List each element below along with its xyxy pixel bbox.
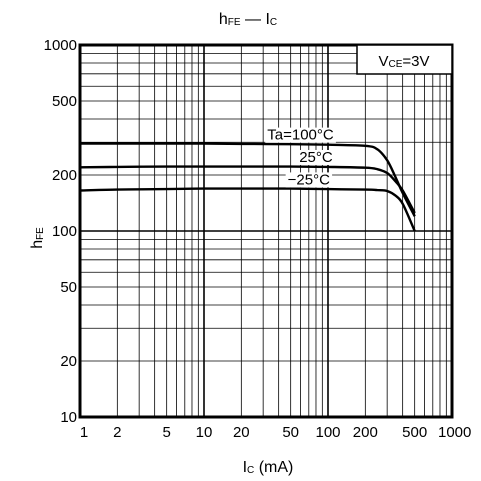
series-label: 25°C bbox=[299, 149, 333, 166]
y-tick-label: 1000 bbox=[44, 37, 77, 54]
x-tick-label: 100 bbox=[315, 424, 340, 441]
series-line bbox=[80, 142, 416, 217]
chart-title: hFE — IC bbox=[219, 11, 277, 28]
series-label: −25°C bbox=[288, 171, 330, 188]
condition-box: VCE=3V bbox=[356, 44, 453, 75]
grid bbox=[80, 45, 452, 417]
y-tick-label: 100 bbox=[52, 223, 77, 240]
x-tick-label: 5 bbox=[163, 424, 171, 441]
series-line bbox=[79, 165, 416, 214]
x-tick-label: 200 bbox=[353, 424, 378, 441]
x-tick-label: 10 bbox=[196, 424, 213, 441]
y-tick-label: 20 bbox=[60, 353, 77, 370]
x-tick-label: 1000 bbox=[438, 424, 471, 441]
y-tick-label: 10 bbox=[60, 409, 77, 426]
x-tick-label: 2 bbox=[113, 424, 121, 441]
plot-frame bbox=[78, 43, 454, 419]
y-axis-label: hFE bbox=[29, 227, 46, 249]
series-labels: Ta=100°C 25°C −25°C bbox=[265, 127, 336, 188]
y-tick-label: 200 bbox=[52, 167, 77, 184]
series-curves bbox=[79, 142, 416, 232]
x-tick-label: 1 bbox=[80, 424, 88, 441]
y-tick-label: 50 bbox=[60, 279, 77, 296]
x-tick-label: 50 bbox=[282, 424, 299, 441]
x-axis-label: IC (mA) bbox=[243, 459, 294, 476]
x-tick-label: 500 bbox=[402, 424, 427, 441]
x-tick-label: 20 bbox=[233, 424, 250, 441]
tick-labels: 1 2 5 10 20 50 100 200 500 1000 1000 500 200 100 50 20 1… bbox=[44, 37, 472, 441]
series-line bbox=[79, 187, 416, 232]
condition-label: VCE=3V bbox=[378, 53, 429, 70]
series-label: Ta=100°C bbox=[267, 127, 334, 144]
y-tick-label: 500 bbox=[52, 93, 77, 110]
